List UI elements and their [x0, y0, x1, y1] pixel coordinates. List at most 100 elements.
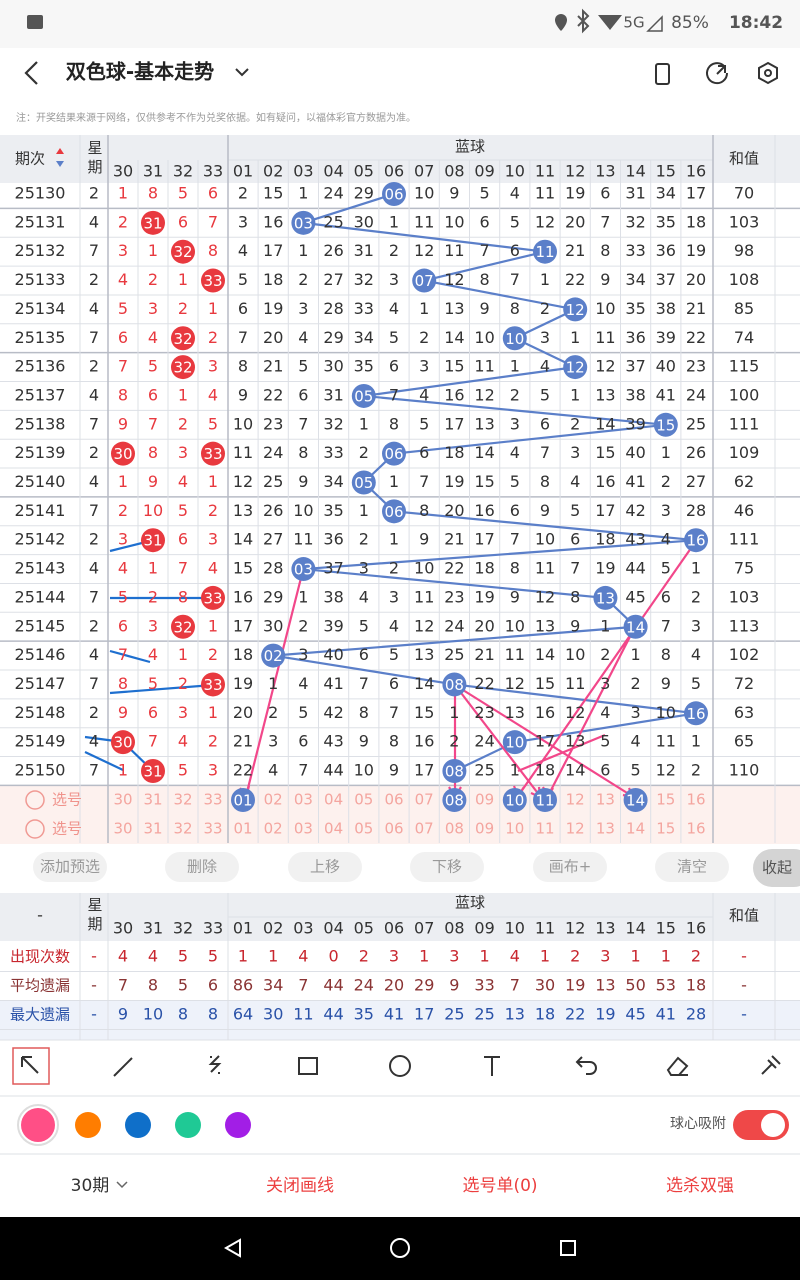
- nav-recent[interactable]: [560, 1240, 576, 1256]
- sort-up[interactable]: [56, 148, 64, 154]
- nav-bar: [0, 1217, 800, 1280]
- blue-omission: 5: [298, 703, 308, 722]
- blue-omission: 9: [510, 587, 520, 606]
- blue-omission: 8: [389, 414, 399, 433]
- blue-omission: 27: [323, 270, 343, 289]
- tool-eraser[interactable]: [666, 1056, 689, 1076]
- tool-text[interactable]: [484, 1056, 500, 1076]
- stats-blue: 33: [474, 976, 494, 995]
- stats-blue: 1: [268, 947, 278, 966]
- stats-blue: 41: [656, 1005, 676, 1024]
- blue-omission: 22: [263, 385, 283, 404]
- red-omission: 4: [178, 472, 188, 491]
- color-swatch[interactable]: [175, 1112, 201, 1138]
- red-omission: 9: [118, 414, 128, 433]
- select-blue: 04: [324, 820, 343, 838]
- stats-red-col: 33: [203, 919, 223, 938]
- period: 25142: [15, 530, 66, 549]
- period: 25141: [15, 501, 66, 520]
- share-icon[interactable]: [706, 62, 729, 85]
- blue-omission: 7: [570, 559, 580, 578]
- tool-rect[interactable]: [298, 1057, 318, 1075]
- blue-hit-ball: [593, 585, 618, 610]
- select-radio: [25, 790, 45, 810]
- period: 25136: [15, 357, 66, 376]
- stats-red: 5: [208, 947, 218, 966]
- close-lines[interactable]: 关闭画线: [266, 1176, 334, 1196]
- blue-omission: 19: [474, 587, 494, 606]
- title-dropdown[interactable]: [235, 68, 249, 77]
- action-button[interactable]: 下移: [432, 858, 462, 876]
- blue-omission: 4: [298, 328, 308, 347]
- select-blue: 03: [294, 791, 313, 809]
- tool-select[interactable]: [12, 1047, 50, 1085]
- sum: 63: [734, 703, 754, 722]
- header-blue-col: 02: [263, 162, 283, 181]
- sum: 103: [729, 587, 760, 606]
- bluetooth-icon: [577, 8, 590, 34]
- color-swatch[interactable]: [125, 1112, 151, 1138]
- nav-home[interactable]: [390, 1238, 410, 1258]
- sort-down[interactable]: [56, 161, 64, 167]
- signal-icon: [646, 15, 663, 32]
- tool-line[interactable]: [113, 1057, 133, 1077]
- stats-blue-col: 14: [625, 919, 645, 938]
- select-red: 31: [143, 820, 162, 838]
- collapse-button[interactable]: 收起: [762, 859, 792, 877]
- period-select[interactable]: 30期: [71, 1176, 110, 1196]
- blue-hit-ball: [533, 239, 557, 264]
- action-button[interactable]: 画布+: [549, 858, 592, 876]
- blue-hit: 08: [445, 763, 464, 781]
- color-swatch[interactable]: [75, 1112, 101, 1138]
- blue-omission: 4: [510, 184, 520, 203]
- color-swatch[interactable]: [225, 1112, 251, 1138]
- blue-omission: 6: [298, 732, 308, 751]
- tool-undo[interactable]: [575, 1056, 597, 1075]
- blue-omission: 4: [540, 357, 550, 376]
- nav-back[interactable]: [223, 1238, 241, 1258]
- red-hit: 33: [203, 589, 222, 607]
- sum: 100: [729, 385, 760, 404]
- red-omission: 9: [118, 703, 128, 722]
- stats-blue-col: 05: [354, 919, 374, 938]
- drawn-red-lines: [84, 539, 214, 772]
- stats-blue: 19: [595, 1005, 615, 1024]
- action-button[interactable]: 清空: [677, 858, 707, 876]
- action-button[interactable]: 删除: [187, 858, 217, 876]
- tool-curve[interactable]: [208, 1055, 222, 1074]
- select-radio: [25, 819, 45, 839]
- blue-omission: 18: [233, 645, 253, 664]
- settings-icon[interactable]: [758, 61, 778, 85]
- back-button[interactable]: [24, 61, 38, 85]
- blue-omission: 19: [444, 472, 464, 491]
- red-omission: 7: [118, 357, 128, 376]
- screen-icon[interactable]: [655, 63, 670, 85]
- stats-blue: 19: [565, 976, 585, 995]
- color-swatch[interactable]: [21, 1108, 55, 1142]
- blue-omission: 12: [233, 472, 253, 491]
- select-picked-ball: [623, 788, 648, 812]
- blue-omission: 2: [600, 645, 610, 664]
- blue-omission: 22: [686, 328, 706, 347]
- blue-omission: 2: [631, 674, 641, 693]
- stats-sum-cell: -: [741, 947, 747, 966]
- tool-clear[interactable]: [761, 1055, 781, 1075]
- blue-omission: 36: [323, 530, 343, 549]
- period: 25144: [15, 587, 66, 606]
- red-hit: 32: [173, 330, 192, 348]
- blue-omission: 40: [625, 443, 645, 462]
- blue-omission: 16: [595, 472, 615, 491]
- blue-omission: 12: [414, 241, 434, 260]
- blue-omission: 2: [661, 472, 671, 491]
- action-button[interactable]: 添加预选: [40, 858, 100, 876]
- pick-list[interactable]: 选号单(0): [462, 1176, 537, 1196]
- blue-hit-ball: [382, 182, 406, 206]
- blue-omission: 12: [565, 703, 585, 722]
- header-blue-col: 09: [474, 162, 494, 181]
- action-button[interactable]: 上移: [310, 858, 340, 876]
- tool-circle[interactable]: [389, 1055, 411, 1077]
- header-blue-col: 13: [595, 162, 615, 181]
- kill-button[interactable]: 选杀双强: [666, 1176, 734, 1196]
- red-hit-ball: [111, 730, 135, 755]
- red-hit-ball: [201, 268, 225, 293]
